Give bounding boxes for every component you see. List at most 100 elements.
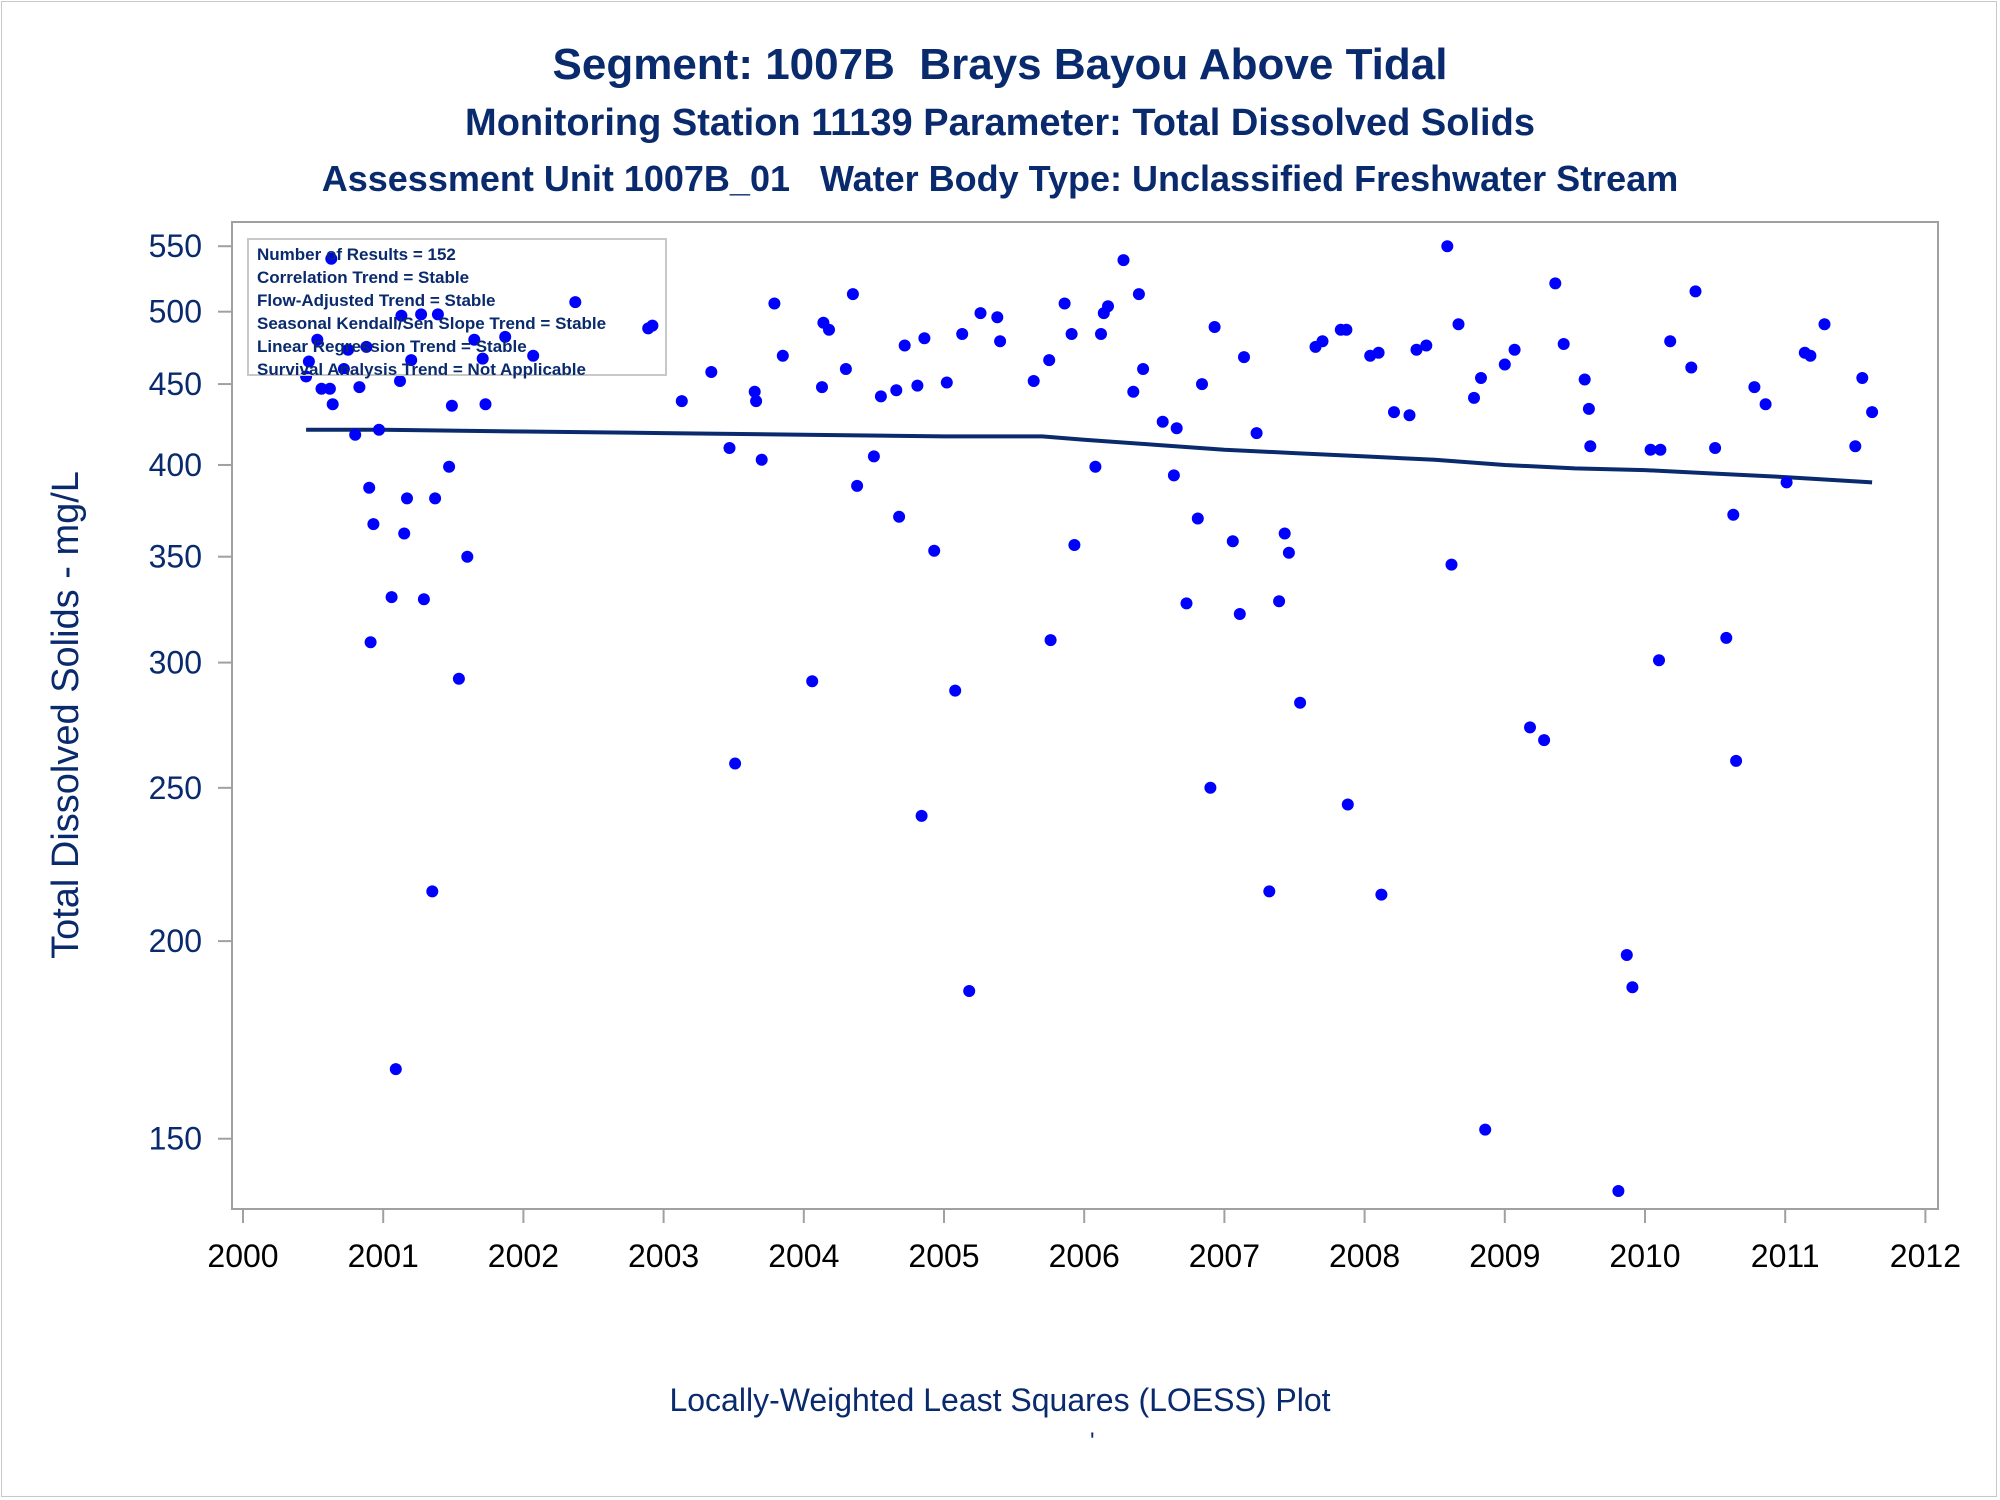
data-point bbox=[315, 382, 328, 395]
data-point bbox=[918, 332, 931, 345]
data-point bbox=[1089, 460, 1102, 473]
data-point bbox=[1250, 427, 1263, 440]
data-point bbox=[1204, 781, 1217, 794]
data-point bbox=[1068, 539, 1081, 551]
data-point bbox=[1445, 558, 1458, 571]
x-tick-label: 2012 bbox=[1890, 1238, 1961, 1274]
data-point bbox=[991, 311, 1004, 324]
data-point bbox=[405, 354, 418, 367]
data-point bbox=[1226, 535, 1239, 548]
data-point bbox=[1058, 297, 1071, 310]
data-point bbox=[1388, 406, 1400, 419]
data-point bbox=[890, 384, 903, 397]
data-point bbox=[898, 339, 911, 352]
loess-trend-line bbox=[306, 427, 1873, 485]
data-point bbox=[445, 399, 458, 412]
data-point bbox=[1167, 469, 1180, 482]
data-point bbox=[675, 395, 688, 408]
data-point bbox=[325, 252, 338, 265]
data-point bbox=[1479, 1123, 1492, 1136]
data-point bbox=[349, 428, 362, 441]
data-point bbox=[994, 335, 1007, 348]
data-point bbox=[723, 442, 736, 454]
loess-line-layer bbox=[306, 427, 1873, 485]
data-point bbox=[1102, 300, 1114, 313]
y-tick-label: 500 bbox=[149, 294, 202, 330]
data-point bbox=[1027, 375, 1040, 387]
data-point bbox=[426, 885, 439, 898]
data-point bbox=[1208, 321, 1221, 333]
chart-subtitle: Monitoring Station 11139 Parameter: Tota… bbox=[465, 102, 1535, 144]
data-point bbox=[1340, 323, 1353, 336]
data-point bbox=[705, 366, 718, 378]
data-point bbox=[1191, 512, 1204, 525]
data-point bbox=[928, 544, 941, 557]
x-tick-label: 2010 bbox=[1609, 1238, 1680, 1274]
data-point bbox=[776, 349, 789, 362]
data-point bbox=[1180, 597, 1193, 610]
data-point bbox=[1727, 508, 1740, 521]
data-point bbox=[302, 355, 315, 368]
data-point bbox=[1759, 398, 1772, 411]
data-point bbox=[1156, 415, 1169, 428]
data-point bbox=[1720, 631, 1733, 644]
data-point bbox=[1644, 443, 1657, 456]
data-point bbox=[1866, 406, 1879, 419]
data-point bbox=[1452, 318, 1465, 331]
data-point bbox=[974, 307, 987, 320]
x-tick-label: 2009 bbox=[1469, 1238, 1540, 1274]
x-tick-label: 2001 bbox=[348, 1238, 419, 1274]
data-point bbox=[729, 757, 742, 770]
data-point bbox=[1441, 240, 1454, 253]
data-point bbox=[1508, 343, 1521, 356]
data-point bbox=[499, 330, 512, 343]
x-tick-label: 2006 bbox=[1049, 1238, 1120, 1274]
data-point bbox=[401, 492, 413, 505]
x-tick-label: 2002 bbox=[488, 1238, 559, 1274]
data-point bbox=[1549, 277, 1562, 290]
data-point bbox=[1475, 372, 1487, 384]
y-tick-label: 350 bbox=[149, 539, 202, 575]
y-axis: 150 200 250 300 350 400 450 500 550 bbox=[149, 228, 232, 1157]
stats-legend-box: Number of Results = 152 Correlation Trend… bbox=[247, 238, 667, 379]
data-point bbox=[527, 349, 540, 362]
data-point bbox=[846, 288, 859, 301]
data-point bbox=[839, 363, 852, 375]
data-point bbox=[1612, 1185, 1625, 1197]
data-point bbox=[1730, 754, 1743, 767]
data-point bbox=[337, 363, 350, 375]
data-point bbox=[342, 343, 355, 356]
data-point bbox=[468, 333, 481, 346]
y-tick-label: 550 bbox=[149, 228, 202, 264]
x-tick-label: 2003 bbox=[628, 1238, 699, 1274]
data-point bbox=[1372, 346, 1385, 359]
data-point bbox=[364, 636, 377, 649]
data-point bbox=[1132, 288, 1145, 301]
data-point bbox=[1341, 798, 1354, 811]
data-point bbox=[389, 1063, 402, 1076]
data-point bbox=[823, 323, 835, 336]
x-tick-label: 2004 bbox=[768, 1238, 839, 1274]
data-point bbox=[768, 297, 781, 310]
data-point bbox=[1498, 358, 1511, 371]
data-point bbox=[1294, 696, 1307, 709]
data-point bbox=[1538, 734, 1551, 747]
stats-line: Linear Regression Trend = Stable bbox=[257, 337, 527, 356]
y-tick-label: 250 bbox=[149, 770, 202, 806]
data-point bbox=[1233, 608, 1246, 620]
data-point bbox=[353, 381, 366, 394]
stats-line: Flow-Adjusted Trend = Stable bbox=[257, 291, 496, 310]
data-point bbox=[1685, 361, 1698, 374]
data-point bbox=[569, 296, 582, 309]
data-point bbox=[1620, 949, 1633, 961]
data-point bbox=[300, 370, 313, 383]
data-point bbox=[1065, 328, 1078, 340]
chart-title: Segment: 1007B Brays Bayou Above Tidal bbox=[552, 40, 1448, 89]
x-tick-label: 2007 bbox=[1189, 1238, 1260, 1274]
data-point bbox=[1804, 349, 1817, 362]
data-point bbox=[1403, 409, 1416, 422]
data-point bbox=[1117, 254, 1130, 267]
data-point bbox=[851, 479, 864, 492]
chart-subtitle-2: Assessment Unit 1007B_01 Water Body Type… bbox=[321, 158, 1679, 199]
